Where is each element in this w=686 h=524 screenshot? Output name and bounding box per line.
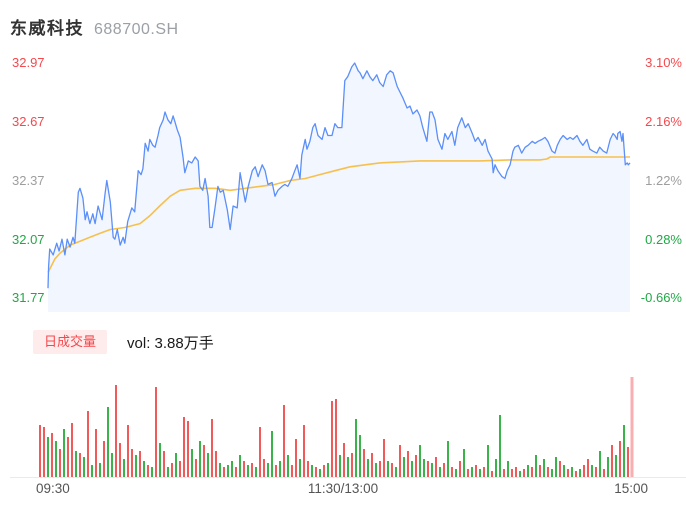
price-line [47, 62, 631, 289]
price-area-fill [48, 63, 630, 312]
price-axis-tick: 31.77 [12, 290, 45, 305]
volume-tag-button[interactable]: 日成交量 [33, 330, 108, 354]
volume-bars [39, 377, 634, 477]
percent-axis-tick: 0.28% [645, 232, 682, 247]
percent-axis-tick: 1.22% [645, 173, 682, 188]
time-label-close: 15:00 [614, 481, 648, 496]
average-price-line [47, 156, 630, 273]
volume-legend: 日成交量 vol: 3.88万手 [33, 330, 214, 354]
volume-readout: vol: 3.88万手 [127, 334, 214, 352]
header: 东威科技 688700.SH [10, 14, 179, 39]
percent-axis-tick: -0.66% [640, 290, 682, 305]
price-axis-tick: 32.67 [12, 114, 45, 129]
price-axis-tick: 32.37 [12, 173, 45, 188]
price-axis-tick: 32.07 [12, 232, 45, 247]
axis-baseline [10, 477, 686, 478]
time-label-open: 09:30 [36, 481, 70, 496]
stock-code: 688700.SH [94, 21, 179, 38]
stock-name: 东威科技 [10, 19, 84, 38]
time-label-midday: 11:30/13:00 [307, 481, 379, 496]
price-axis-tick: 32.97 [12, 55, 45, 70]
percent-axis-tick: 2.16% [645, 114, 682, 129]
percent-axis-tick: 3.10% [645, 55, 682, 70]
